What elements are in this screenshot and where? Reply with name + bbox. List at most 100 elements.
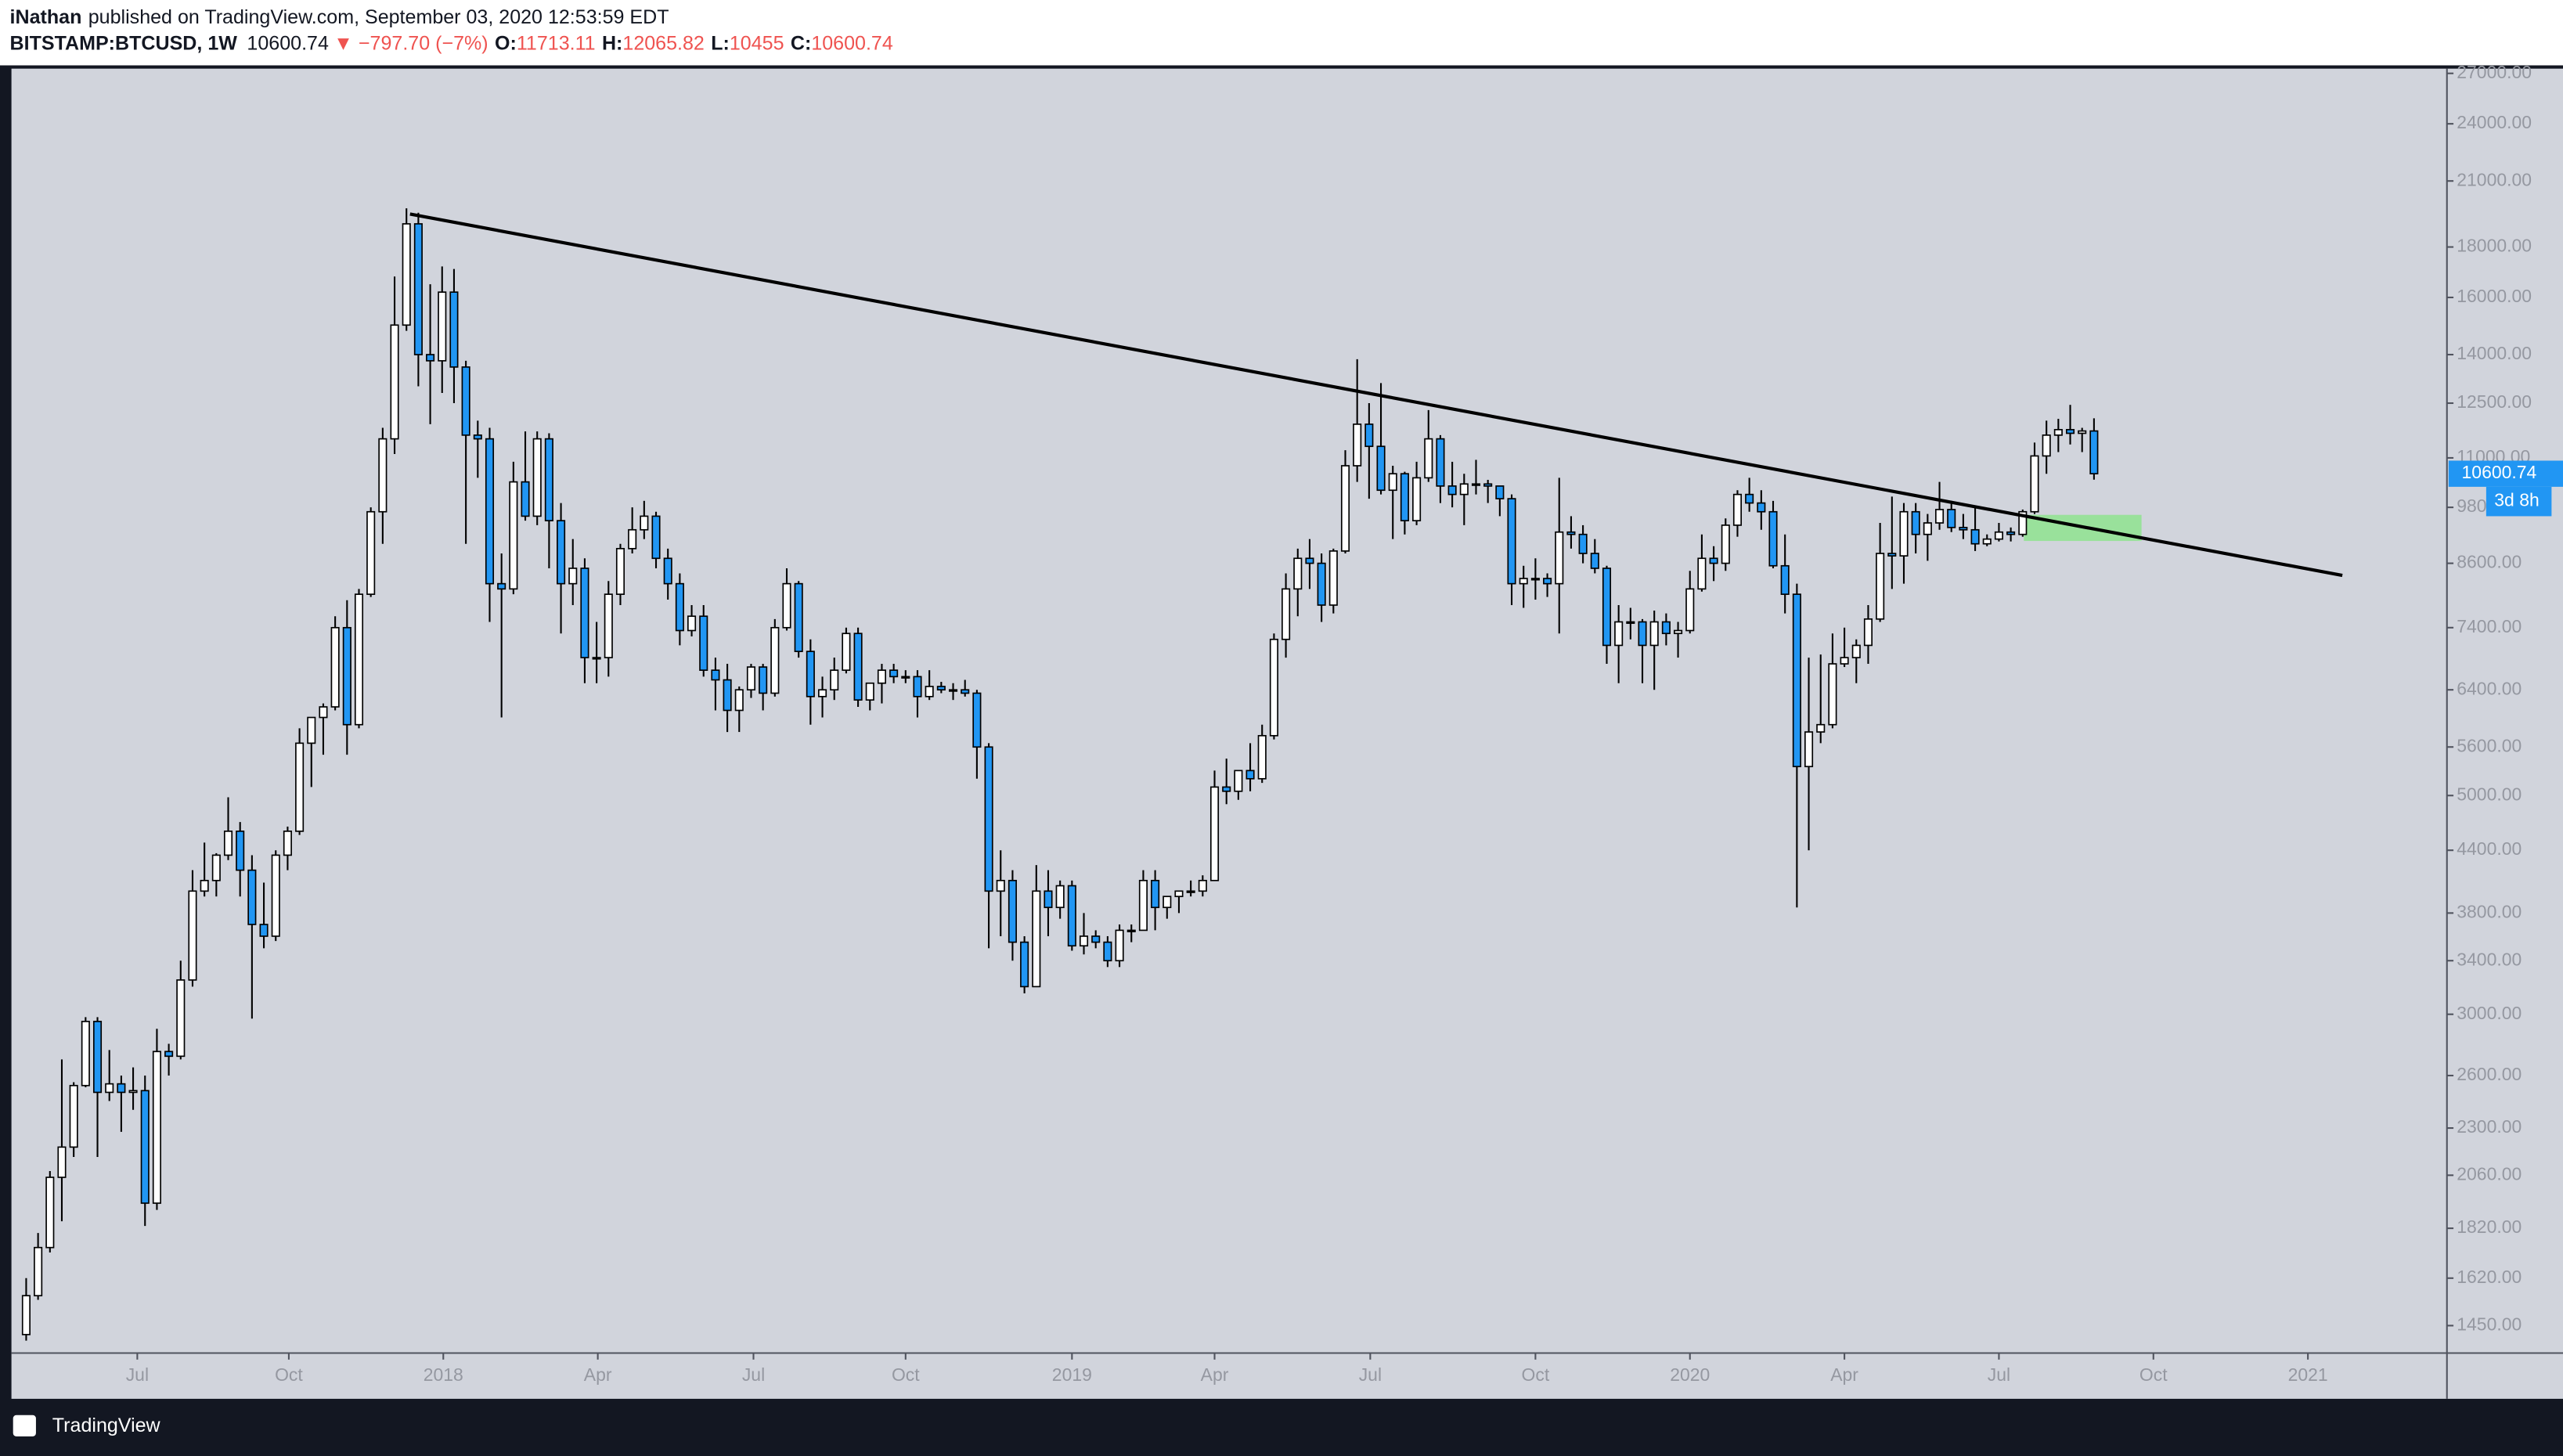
candle-body bbox=[1008, 879, 1017, 943]
candle-body bbox=[223, 831, 233, 856]
last-price: 10600.74 bbox=[247, 32, 329, 54]
candle-body bbox=[307, 716, 316, 744]
brand: TradingView bbox=[13, 1415, 161, 1436]
candle-body bbox=[473, 434, 482, 440]
x-tick-label: Oct bbox=[1522, 1364, 1550, 1385]
candle-body bbox=[105, 1083, 114, 1094]
candle-body bbox=[117, 1083, 126, 1094]
candle-body bbox=[188, 890, 197, 981]
candle-body bbox=[236, 831, 245, 871]
candle-body bbox=[901, 676, 910, 679]
open-value: 11713.11 bbox=[517, 32, 596, 54]
x-tick-label: Apr bbox=[584, 1364, 612, 1385]
candle-body bbox=[1911, 510, 1920, 535]
candle-body bbox=[1543, 578, 1552, 585]
open-label: O: bbox=[495, 32, 517, 54]
high-label: H: bbox=[602, 32, 622, 54]
candle-body bbox=[57, 1146, 67, 1178]
candle-body bbox=[842, 632, 851, 671]
candle-body bbox=[200, 879, 209, 892]
y-tick-label: 18000.00 bbox=[2457, 236, 2532, 256]
candle-body bbox=[1138, 879, 1148, 932]
candle-body bbox=[283, 831, 292, 856]
candle-body bbox=[1804, 731, 1814, 768]
candle-body bbox=[1851, 644, 1861, 658]
candle-body bbox=[1436, 438, 1445, 487]
candle-body bbox=[485, 438, 495, 585]
candle-body bbox=[723, 679, 732, 712]
candle-body bbox=[1245, 769, 1255, 780]
candle-body bbox=[1044, 890, 1053, 909]
candle-body bbox=[936, 686, 946, 691]
countdown-tag bbox=[2485, 486, 2552, 517]
candle-body bbox=[2078, 430, 2087, 434]
candle-body bbox=[378, 438, 388, 513]
candle-body bbox=[449, 291, 459, 368]
candle-body bbox=[663, 557, 672, 585]
candle-body bbox=[1151, 879, 1160, 909]
candle-body bbox=[176, 979, 186, 1058]
candle-body bbox=[675, 582, 684, 632]
candle-body bbox=[2042, 434, 2051, 457]
candle-body bbox=[1459, 483, 1469, 496]
candle-body bbox=[759, 666, 768, 694]
candle-body bbox=[1685, 588, 1695, 632]
candle-body bbox=[1282, 588, 1291, 640]
candle-body bbox=[1032, 890, 1041, 988]
candle-body bbox=[1590, 553, 1599, 569]
candle-body bbox=[92, 1021, 103, 1094]
candle-body bbox=[794, 582, 803, 653]
candle-body bbox=[461, 366, 470, 436]
candle-body bbox=[746, 666, 756, 691]
candle-body bbox=[390, 324, 399, 440]
candle-body bbox=[497, 582, 506, 590]
candle-body bbox=[1828, 663, 1837, 726]
candle-body bbox=[568, 568, 578, 585]
x-tick-label: 2018 bbox=[424, 1364, 463, 1385]
y-tick-label: 27000.00 bbox=[2457, 62, 2532, 82]
candle-body bbox=[651, 515, 661, 560]
candle-body bbox=[1198, 879, 1207, 892]
candle-body bbox=[877, 669, 886, 684]
candle-body bbox=[1483, 483, 1493, 487]
candle-body bbox=[1091, 935, 1101, 943]
x-tick-label: Oct bbox=[892, 1364, 920, 1385]
candle-body bbox=[1364, 423, 1374, 448]
candle-body bbox=[128, 1090, 138, 1094]
candle-body bbox=[1780, 564, 1790, 595]
candle-body bbox=[1353, 423, 1362, 467]
candle-body bbox=[592, 657, 601, 660]
plot bbox=[21, 208, 2343, 1341]
candle-body bbox=[913, 676, 922, 697]
x-tick-label: Apr bbox=[1201, 1364, 1229, 1385]
candle-body bbox=[1947, 509, 1956, 528]
candle-body bbox=[1340, 465, 1350, 552]
candle-body bbox=[972, 692, 982, 748]
candle-body bbox=[342, 626, 351, 726]
candle-body bbox=[1234, 769, 1243, 792]
candle-body bbox=[1257, 734, 1267, 780]
candle-body bbox=[319, 706, 328, 719]
publish-line: iNathan published on TradingView.com, Sep… bbox=[10, 6, 669, 28]
candle-body bbox=[164, 1051, 174, 1058]
y-tick-label: 14000.00 bbox=[2457, 343, 2532, 363]
high-value: 12065.82 bbox=[622, 32, 704, 54]
candle-body bbox=[81, 1021, 90, 1087]
candle-body bbox=[830, 669, 839, 691]
candle-body bbox=[628, 528, 637, 550]
y-tick-label: 24000.00 bbox=[2457, 112, 2532, 132]
candle-body bbox=[2053, 429, 2063, 436]
candle-body bbox=[413, 223, 423, 355]
y-tick-label: 2600.00 bbox=[2457, 1064, 2522, 1084]
close-label: C: bbox=[791, 32, 811, 54]
candle-body bbox=[1079, 935, 1089, 947]
symbol: BITSTAMP:BTCUSD, 1W bbox=[10, 32, 238, 54]
brand-name: TradingView bbox=[52, 1415, 161, 1436]
candle-body bbox=[1876, 553, 1885, 620]
candle-body bbox=[1649, 621, 1659, 647]
candle-body bbox=[1768, 510, 1778, 567]
candle-body bbox=[1840, 657, 1849, 665]
candle-body bbox=[1626, 621, 1635, 624]
candle-body bbox=[1020, 941, 1029, 988]
